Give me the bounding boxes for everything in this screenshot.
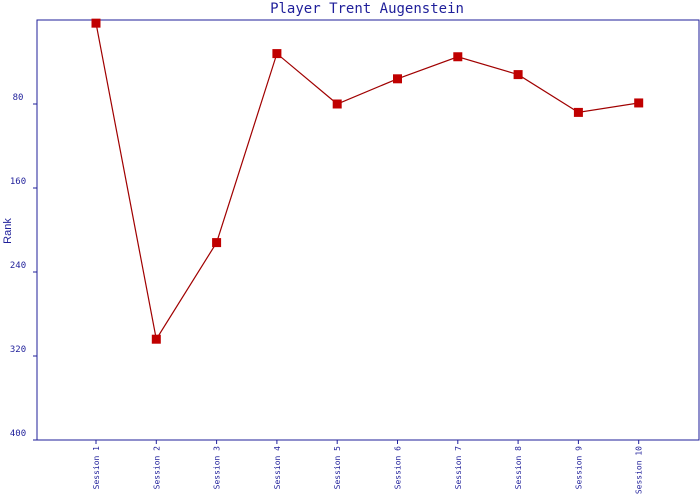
x-tick-label: Session 6	[394, 446, 403, 490]
data-point-marker	[212, 238, 222, 248]
y-axis-ticks: 80 160 240 320 400	[10, 93, 37, 441]
x-tick-label: Session 8	[514, 446, 523, 490]
x-tick-label: Session 5	[333, 446, 342, 490]
y-tick-label: 160	[10, 177, 26, 187]
series-line	[95, 23, 639, 341]
x-tick-label: Session 1	[92, 446, 101, 490]
chart-title: Player Trent Augenstein	[270, 1, 464, 17]
y-tick-label: 400	[10, 429, 26, 439]
data-point-marker	[453, 52, 463, 62]
x-tick-label: Session 9	[574, 446, 583, 490]
y-axis-label: Rank	[2, 218, 14, 244]
data-point-marker	[393, 74, 402, 84]
x-tick-label: Session 7	[454, 446, 463, 490]
data-point-marker	[513, 70, 523, 80]
x-tick-label: Session 2	[152, 446, 161, 490]
data-point-marker	[573, 107, 583, 117]
y-tick-label: 240	[10, 261, 26, 271]
plot-area-frame	[36, 19, 700, 441]
x-tick-label: Session 10	[635, 446, 644, 494]
y-tick-label: 320	[10, 345, 26, 355]
y-tick-label: 80	[13, 93, 24, 103]
x-tick-label: Session 4	[273, 446, 282, 490]
data-point-marker	[634, 98, 644, 108]
x-axis-ticks: Session 1 Session 2 Session 3 Session 4 Sess…	[92, 440, 644, 494]
x-tick-label: Session 3	[213, 446, 222, 490]
data-point-marker	[151, 334, 161, 344]
data-point-marker	[332, 99, 342, 109]
data-point-marker	[91, 18, 101, 28]
series-group	[91, 18, 644, 344]
data-point-marker	[272, 49, 282, 59]
